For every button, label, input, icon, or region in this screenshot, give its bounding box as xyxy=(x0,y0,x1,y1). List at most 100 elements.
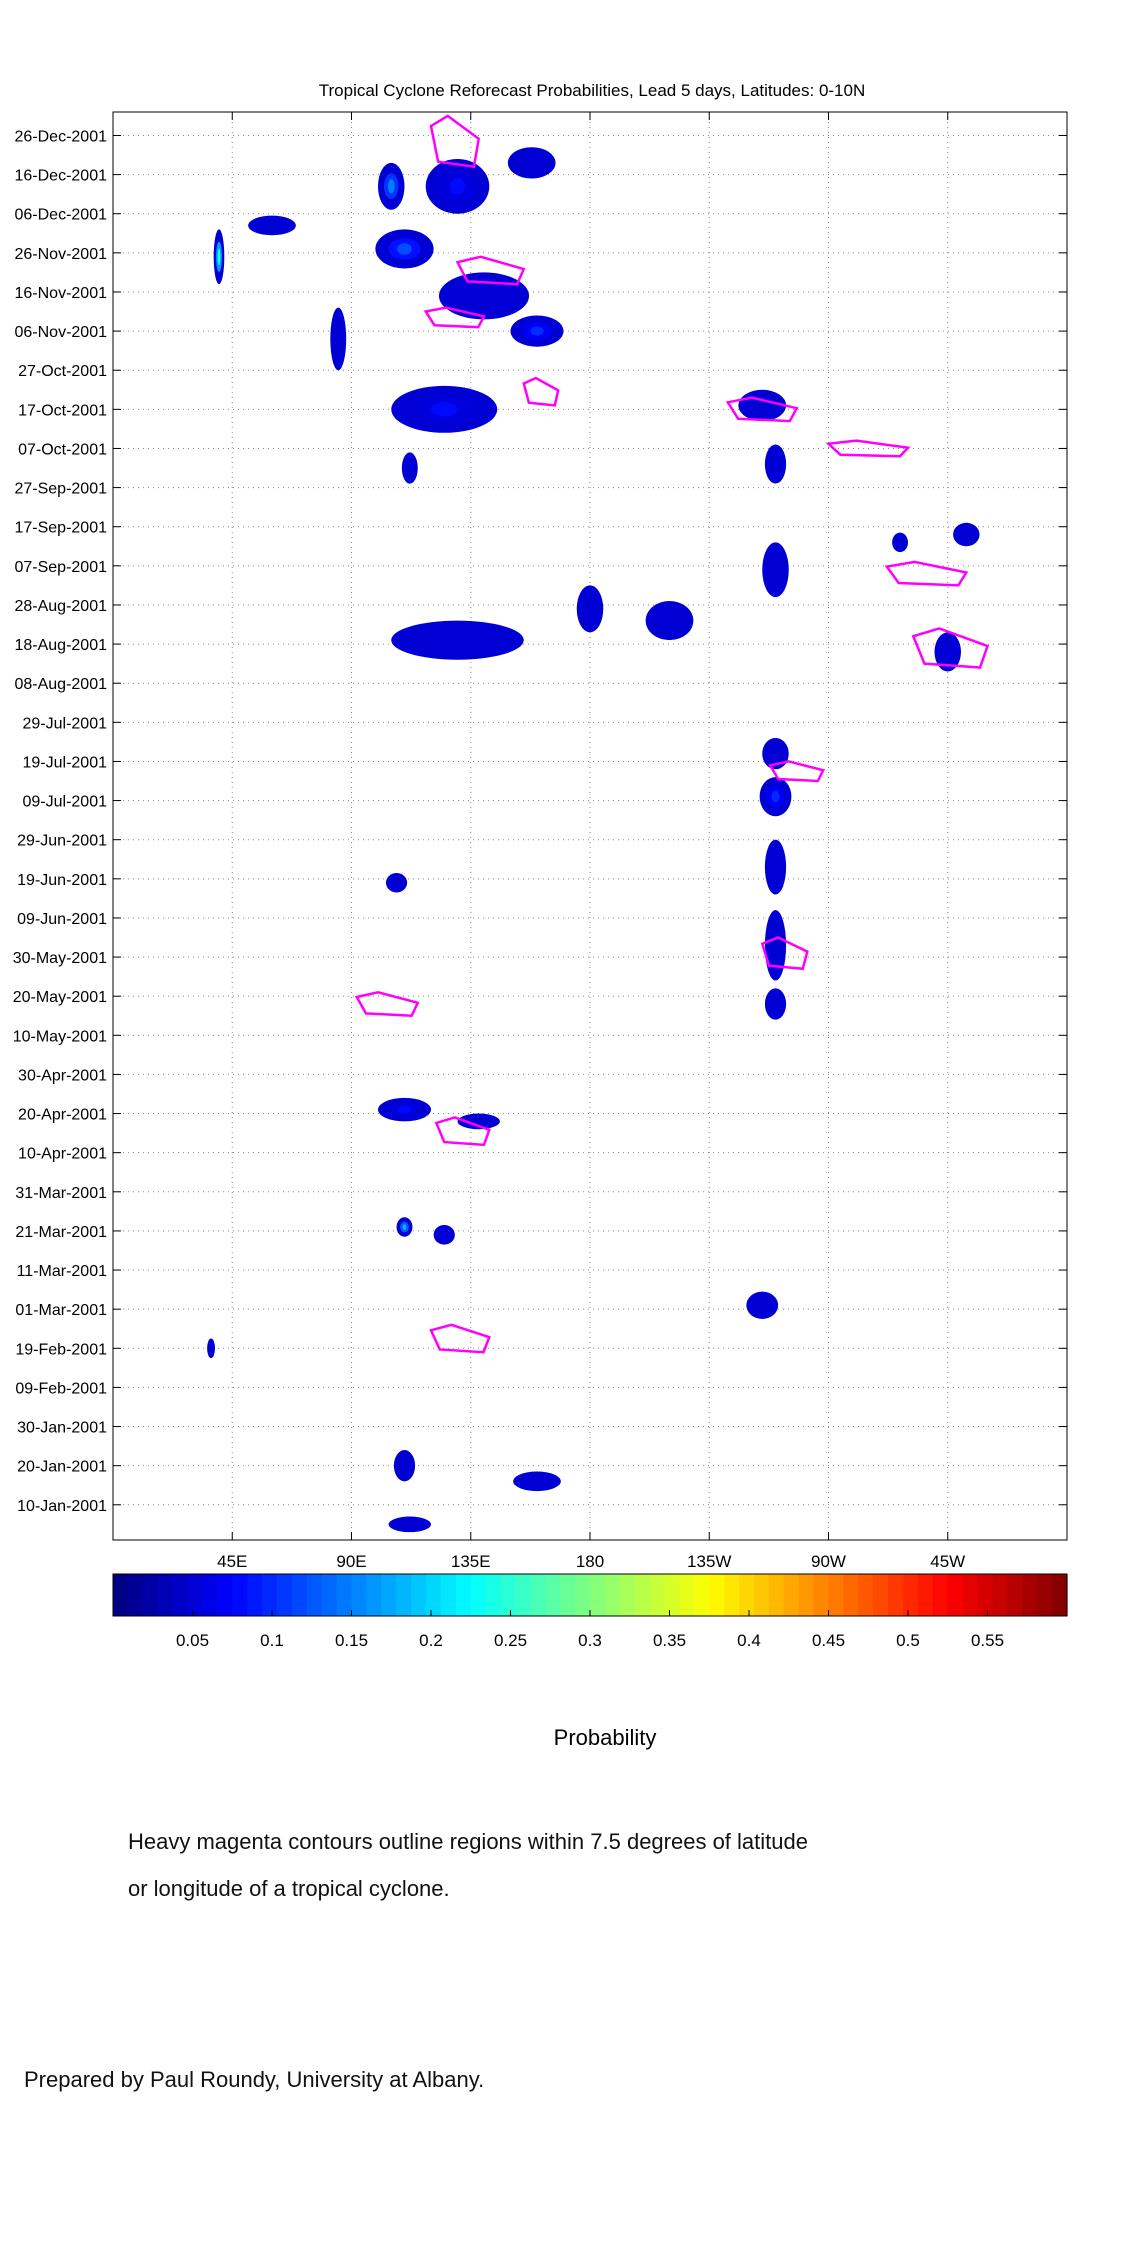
colorbar-swatch xyxy=(187,1574,204,1616)
colorbar-swatch xyxy=(470,1574,487,1616)
plot-background xyxy=(113,112,1067,1540)
colorbar-swatch xyxy=(1052,1574,1068,1616)
y-tick-label: 30-Jan-2001 xyxy=(17,1420,107,1437)
colorbar-swatch xyxy=(843,1574,859,1616)
colorbar-swatch xyxy=(768,1574,785,1616)
y-tick-label: 10-Jan-2001 xyxy=(17,1498,107,1515)
probability-region xyxy=(207,1338,216,1359)
tc-contour xyxy=(354,990,420,1018)
colorbar-swatch xyxy=(172,1574,189,1616)
colorbar-swatch xyxy=(515,1574,531,1616)
x-tick-label: 135W xyxy=(687,1552,731,1571)
colorbar-swatch xyxy=(1007,1574,1023,1616)
y-tick-label: 17-Sep-2001 xyxy=(14,520,107,537)
colorbar-swatch xyxy=(679,1574,695,1616)
y-tick-label: 11-Mar-2001 xyxy=(17,1263,108,1280)
y-tick-label: 10-Apr-2001 xyxy=(18,1146,107,1163)
caption-line-2: or longitude of a tropical cyclone. xyxy=(128,1876,450,1901)
y-tick-label: 30-May-2001 xyxy=(13,950,107,967)
y-tick-label: 31-Mar-2001 xyxy=(15,1185,107,1202)
colorbar-swatch xyxy=(113,1574,129,1616)
colorbar-label: Probability xyxy=(553,1725,657,1750)
colorbar-swatch xyxy=(798,1574,815,1616)
y-tick-label: 19-Feb-2001 xyxy=(15,1341,107,1358)
probability-region-peak xyxy=(771,790,780,803)
colorbar-swatch xyxy=(977,1574,994,1616)
credit-line: Prepared by Paul Roundy, University at A… xyxy=(24,2067,485,2092)
colorbar-swatch xyxy=(962,1574,979,1616)
probability-region xyxy=(401,452,418,484)
colorbar-swatch xyxy=(932,1574,949,1616)
colorbar-swatch xyxy=(739,1574,755,1616)
y-tick-label: 08-Aug-2001 xyxy=(14,676,107,693)
colorbar-swatch xyxy=(604,1574,621,1616)
colorbar-swatch xyxy=(813,1574,830,1616)
colorbar-swatch xyxy=(828,1574,845,1616)
y-tick-label: 01-Mar-2001 xyxy=(15,1302,107,1319)
probability-region-peak xyxy=(397,243,412,255)
y-tick-label: 07-Oct-2001 xyxy=(18,441,107,458)
tc-contour xyxy=(884,560,969,587)
colorbar-swatch xyxy=(1037,1574,1053,1616)
tc-contour xyxy=(429,114,481,169)
colorbar-swatch xyxy=(888,1574,904,1616)
probability-region xyxy=(513,1471,561,1492)
y-tick-label: 10-May-2001 xyxy=(13,1028,107,1045)
colorbar-swatch xyxy=(575,1574,591,1616)
colorbar-swatch xyxy=(262,1574,278,1616)
probability-region-peak xyxy=(387,179,395,194)
probability-region xyxy=(388,1516,431,1533)
probability-region xyxy=(953,522,980,547)
colorbar-swatch xyxy=(500,1574,517,1616)
probability-region xyxy=(248,215,296,236)
colorbar-swatch xyxy=(858,1574,874,1616)
tc-contour xyxy=(768,760,826,783)
colorbar-swatch xyxy=(560,1574,576,1616)
y-tick-label: 27-Sep-2001 xyxy=(14,481,107,498)
y-tick-label: 20-Jan-2001 xyxy=(17,1459,107,1476)
colorbar-swatch xyxy=(217,1574,233,1616)
colorbar-tick-label: 0.2 xyxy=(419,1631,443,1650)
x-tick-label: 45E xyxy=(217,1552,247,1571)
y-tick-label: 26-Dec-2001 xyxy=(15,128,108,145)
colorbar-tick-label: 0.1 xyxy=(260,1631,284,1650)
probability-region xyxy=(433,1225,455,1245)
x-tick-label: 180 xyxy=(576,1552,604,1571)
colorbar-swatch xyxy=(306,1574,323,1616)
y-tick-label: 18-Aug-2001 xyxy=(14,637,107,654)
colorbar-swatch xyxy=(411,1574,427,1616)
colorbar-swatch xyxy=(694,1574,710,1616)
colorbar-tick-label: 0.45 xyxy=(812,1631,845,1650)
probability-region xyxy=(764,444,787,484)
colorbar-swatch xyxy=(202,1574,218,1616)
probability-region xyxy=(764,839,787,895)
chart-title: Tropical Cyclone Reforecast Probabilitie… xyxy=(319,81,866,100)
colorbar-swatch xyxy=(545,1574,561,1616)
colorbar-swatch xyxy=(530,1574,546,1616)
probability-region-peak xyxy=(397,1106,412,1114)
probability-region xyxy=(762,542,789,598)
x-tick-label: 135E xyxy=(451,1552,491,1571)
y-tick-label: 26-Nov-2001 xyxy=(15,246,108,263)
colorbar-tick-label: 0.5 xyxy=(896,1631,920,1650)
x-tick-label: 45W xyxy=(930,1552,965,1571)
y-tick-label: 28-Aug-2001 xyxy=(14,598,107,615)
probability-region xyxy=(576,585,604,633)
colorbar-swatch xyxy=(634,1574,651,1616)
probability-region xyxy=(738,389,787,422)
colorbar-swatch xyxy=(381,1574,397,1616)
probability-region-peak xyxy=(402,1224,407,1230)
probability-region-peak xyxy=(217,248,221,265)
colorbar-swatch xyxy=(753,1574,770,1616)
colorbar: 0.05 0.1 0.15 0.2 0.25 0.3 0.35 0.4 0.45 0.5 0.55 xyxy=(112,1573,1068,1650)
colorbar-tick-label: 0.15 xyxy=(335,1631,368,1650)
tc-contour xyxy=(825,439,911,458)
colorbar-swatch xyxy=(276,1574,293,1616)
probability-region xyxy=(892,532,908,553)
colorbar-swatch xyxy=(336,1574,353,1616)
probability-region-peak xyxy=(530,326,544,336)
y-tick-label: 20-May-2001 xyxy=(13,989,107,1006)
colorbar-swatch xyxy=(649,1574,666,1616)
plot-area: 45E 90E 135E 180 135W 90W 45W 10-Jan-2001 20-Jan… xyxy=(13,111,1068,1571)
probability-region xyxy=(457,1113,500,1130)
